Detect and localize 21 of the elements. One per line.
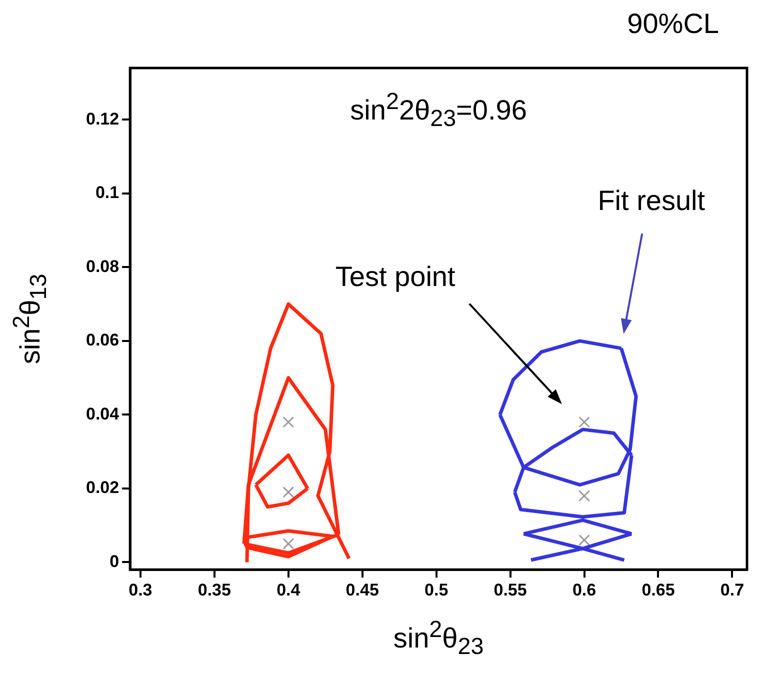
annotation: sin$^{2}$2θ$_{23}$=0.96: [349, 88, 528, 132]
x-tick-label: 0.65: [642, 580, 675, 600]
x-tick-label: 0.35: [198, 580, 231, 600]
y-tick-label: 0.1: [95, 183, 120, 202]
x-tick-label: 0.55: [494, 580, 527, 600]
x-tick-label: 0.6: [572, 580, 596, 600]
x-tick-label: 0.45: [346, 580, 379, 600]
x-tick-label: 0.5: [424, 580, 448, 600]
y-tick-label: 0: [110, 552, 120, 571]
x-tick-label: 0.4: [276, 580, 301, 600]
y-tick-label: 0.04: [86, 404, 120, 424]
y-tick-label: 0.02: [86, 478, 120, 498]
y-tick-label: 0.08: [86, 256, 120, 276]
x-axis-title: sin$^{2}$θ$_{23}$: [392, 616, 485, 660]
x-tick-label: 0.3: [128, 580, 152, 600]
annotation: Test point: [334, 260, 456, 293]
y-tick-label: 0.06: [86, 330, 120, 350]
x-tick-label: 0.7: [720, 580, 744, 600]
chart-title: 90%CL: [627, 8, 719, 40]
y-tick-label: 0.12: [86, 109, 120, 128]
annotation: Fit result: [596, 185, 706, 218]
